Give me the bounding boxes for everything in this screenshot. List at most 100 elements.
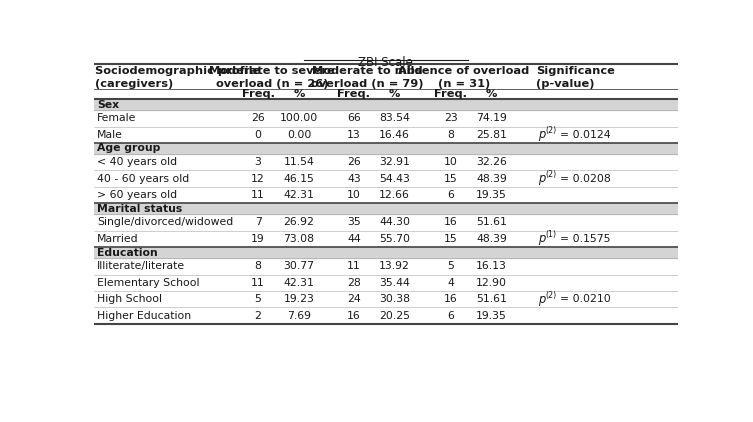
Text: Male: Male <box>97 130 123 140</box>
Text: 7: 7 <box>255 217 261 227</box>
Text: Significance
(p-value): Significance (p-value) <box>536 66 615 89</box>
Text: 51.61: 51.61 <box>476 294 507 304</box>
Text: Elementary School: Elementary School <box>97 278 200 288</box>
Text: 8: 8 <box>255 261 261 271</box>
Text: Freq.: Freq. <box>337 89 370 99</box>
Text: 5: 5 <box>447 261 454 271</box>
Text: (2): (2) <box>546 126 557 135</box>
Text: 19: 19 <box>252 234 265 244</box>
Text: p: p <box>538 233 545 245</box>
Text: Education: Education <box>97 248 158 257</box>
Text: Single/divorced/widowed: Single/divorced/widowed <box>97 217 233 227</box>
Text: 74.19: 74.19 <box>476 114 507 123</box>
Text: 16.13: 16.13 <box>476 261 507 271</box>
Text: 16: 16 <box>347 311 361 321</box>
Text: Higher Education: Higher Education <box>97 311 191 321</box>
Text: Sociodemographic profile
(caregivers): Sociodemographic profile (caregivers) <box>96 66 261 89</box>
Text: 11: 11 <box>252 278 265 288</box>
Text: Illiterate/literate: Illiterate/literate <box>97 261 185 271</box>
Text: 3: 3 <box>255 157 261 167</box>
Text: p: p <box>538 292 545 306</box>
Text: 10: 10 <box>444 157 458 167</box>
Text: 30.38: 30.38 <box>380 294 410 304</box>
Text: 15: 15 <box>444 234 458 244</box>
Text: p: p <box>538 128 545 141</box>
Text: Absence of overload
(n = 31): Absence of overload (n = 31) <box>398 66 530 89</box>
Text: 19.35: 19.35 <box>476 311 507 321</box>
Text: 11: 11 <box>252 190 265 200</box>
Text: 35.44: 35.44 <box>380 278 410 288</box>
Text: 6: 6 <box>447 311 454 321</box>
Text: %: % <box>486 89 497 99</box>
Text: Moderate to mild
overload (n = 79): Moderate to mild overload (n = 79) <box>311 66 423 89</box>
Text: 10: 10 <box>347 190 361 200</box>
Bar <box>94 143 678 154</box>
Text: 11.54: 11.54 <box>284 157 315 167</box>
Text: High School: High School <box>97 294 162 304</box>
Text: 46.15: 46.15 <box>284 173 315 184</box>
Text: > 60 years old: > 60 years old <box>97 190 177 200</box>
Bar <box>94 203 678 214</box>
Text: 0.00: 0.00 <box>287 130 311 140</box>
Text: 23: 23 <box>444 114 458 123</box>
Text: ZBI Scale: ZBI Scale <box>358 56 413 68</box>
Text: 43: 43 <box>347 173 361 184</box>
Text: %: % <box>293 89 305 99</box>
Text: 12: 12 <box>252 173 265 184</box>
Text: = 0.0210: = 0.0210 <box>559 294 611 304</box>
Text: 16: 16 <box>444 217 458 227</box>
Text: 42.31: 42.31 <box>284 278 315 288</box>
Text: 42.31: 42.31 <box>284 190 315 200</box>
Text: = 0.0208: = 0.0208 <box>559 173 611 184</box>
Text: 48.39: 48.39 <box>476 173 507 184</box>
Text: Freq.: Freq. <box>242 89 275 99</box>
Text: 25.81: 25.81 <box>476 130 507 140</box>
Text: 0: 0 <box>255 130 261 140</box>
Text: 51.61: 51.61 <box>476 217 507 227</box>
Text: 5: 5 <box>255 294 261 304</box>
Text: 32.26: 32.26 <box>476 157 507 167</box>
Text: 44: 44 <box>347 234 361 244</box>
Text: = 0.0124: = 0.0124 <box>559 130 611 140</box>
Text: 35: 35 <box>347 217 361 227</box>
Text: %: % <box>389 89 401 99</box>
Text: 11: 11 <box>347 261 361 271</box>
Text: 83.54: 83.54 <box>380 114 410 123</box>
Text: p: p <box>538 172 545 185</box>
Text: 7.69: 7.69 <box>287 311 311 321</box>
Text: 13: 13 <box>347 130 361 140</box>
Text: (2): (2) <box>546 291 557 300</box>
Text: 44.30: 44.30 <box>380 217 410 227</box>
Text: 73.08: 73.08 <box>283 234 315 244</box>
Text: Sex: Sex <box>97 100 119 110</box>
Text: 66: 66 <box>347 114 361 123</box>
Text: 28: 28 <box>347 278 361 288</box>
Bar <box>94 99 678 110</box>
Text: 20.25: 20.25 <box>380 311 410 321</box>
Bar <box>94 247 678 258</box>
Text: 15: 15 <box>444 173 458 184</box>
Text: 12.90: 12.90 <box>476 278 507 288</box>
Text: 100.00: 100.00 <box>280 114 318 123</box>
Text: = 0.1575: = 0.1575 <box>559 234 611 244</box>
Text: 26: 26 <box>252 114 265 123</box>
Text: 26.92: 26.92 <box>284 217 315 227</box>
Text: 32.91: 32.91 <box>380 157 410 167</box>
Text: 30.77: 30.77 <box>283 261 315 271</box>
Text: 12.66: 12.66 <box>380 190 410 200</box>
Text: < 40 years old: < 40 years old <box>97 157 177 167</box>
Text: 24: 24 <box>347 294 361 304</box>
Text: 19.35: 19.35 <box>476 190 507 200</box>
Text: Moderate to severe
overload (n = 26): Moderate to severe overload (n = 26) <box>209 66 335 89</box>
Text: Married: Married <box>97 234 139 244</box>
Text: 48.39: 48.39 <box>476 234 507 244</box>
Text: Age group: Age group <box>97 143 160 154</box>
Text: Female: Female <box>97 114 136 123</box>
Text: 54.43: 54.43 <box>380 173 410 184</box>
Text: 26: 26 <box>347 157 361 167</box>
Text: Marital status: Marital status <box>97 204 182 214</box>
Text: 19.23: 19.23 <box>284 294 315 304</box>
Text: (2): (2) <box>546 170 557 179</box>
Text: 4: 4 <box>447 278 454 288</box>
Text: 6: 6 <box>447 190 454 200</box>
